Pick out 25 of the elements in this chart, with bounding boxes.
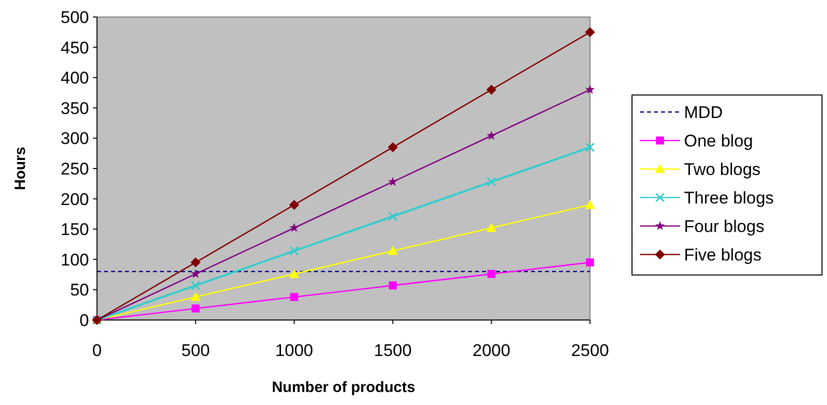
y-tick-label: 250 [60, 159, 89, 178]
y-axis-title: Hours [12, 146, 29, 190]
x-tick-label: 1000 [275, 341, 314, 360]
x-axis-title: Number of products [272, 379, 416, 396]
legend-label: Two blogs [684, 160, 761, 179]
y-tick-label: 150 [60, 220, 89, 240]
legend-label: One blog [684, 131, 753, 150]
y-tick-label: 450 [60, 38, 89, 58]
y-tick-label: 500 [60, 8, 89, 27]
y-tick-label: 350 [60, 98, 89, 118]
x-tick-label: 0 [92, 341, 102, 360]
x-tick-label: 1500 [374, 341, 412, 360]
x-tick-label: 500 [181, 341, 210, 360]
legend-label: Three blogs [684, 188, 774, 208]
y-tick-label: 200 [60, 190, 89, 209]
legend-label: MDD [684, 102, 723, 122]
y-tick-label: 50 [70, 280, 89, 300]
y-tick-label: 300 [60, 129, 89, 148]
legend-label: Four blogs [684, 216, 764, 236]
x-tick-label: 2500 [571, 341, 609, 360]
y-tick-label: 100 [60, 250, 89, 270]
legend-label: Five blogs [684, 245, 762, 264]
y-tick-label: 400 [60, 68, 89, 88]
y-tick-label: 0 [80, 310, 89, 330]
x-tick-label: 2000 [472, 341, 510, 360]
